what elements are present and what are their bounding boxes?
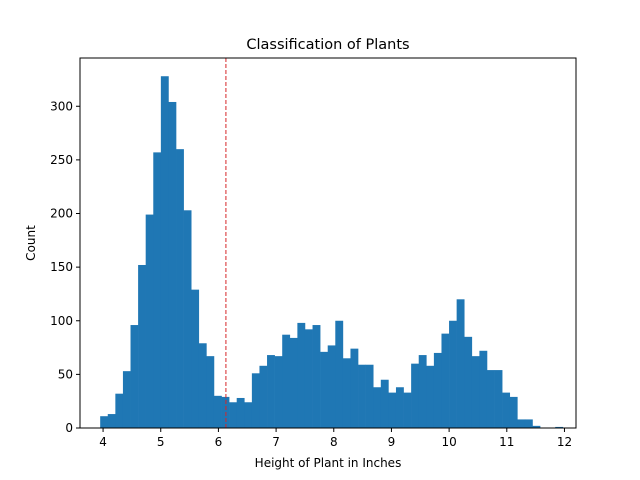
histogram-bar <box>251 373 260 428</box>
histogram-bar <box>464 336 473 428</box>
plot-frame <box>79 57 577 429</box>
histogram-bar <box>176 149 184 428</box>
x-tick-label: 5 <box>157 435 165 449</box>
histogram-bar <box>297 322 306 428</box>
histogram-bar <box>403 392 412 428</box>
x-tick-label: 6 <box>215 435 223 449</box>
y-tick-label: 250 <box>50 153 73 167</box>
histogram-bar <box>267 355 275 428</box>
x-tick-label: 9 <box>388 435 396 449</box>
histogram-bar <box>365 364 374 428</box>
histogram-bar <box>229 402 238 428</box>
histogram-bar <box>373 387 382 428</box>
y-tick-label: 0 <box>65 421 73 435</box>
histogram-bar <box>122 371 131 428</box>
histogram-bar <box>153 152 162 428</box>
histogram-bar <box>471 356 480 428</box>
histogram-bar <box>274 356 283 428</box>
histogram-bar <box>115 393 124 428</box>
x-tick-label: 12 <box>557 435 572 449</box>
histogram-bar <box>213 395 222 428</box>
x-tick-label: 8 <box>330 435 338 449</box>
histogram-bar <box>555 426 564 428</box>
histogram-bars <box>100 76 564 429</box>
histogram-bar <box>433 352 442 428</box>
histogram-bar <box>502 392 511 428</box>
histogram-bar <box>244 402 253 428</box>
histogram-bar <box>517 419 526 428</box>
histogram-bar <box>479 350 488 428</box>
histogram-bar <box>456 299 465 428</box>
histogram-bar <box>206 356 215 428</box>
histogram-bar <box>441 333 450 428</box>
histogram-bar <box>312 325 321 428</box>
histogram-bar <box>107 414 116 428</box>
histogram-bar <box>532 425 541 428</box>
histogram-bar <box>145 214 154 428</box>
histogram-bar <box>426 365 435 428</box>
histogram-bar <box>191 289 200 428</box>
histogram-bar <box>236 397 245 428</box>
y-tick-label: 100 <box>50 314 73 328</box>
histogram-bar <box>335 320 344 428</box>
x-axis-label: Height of Plant in Inches <box>255 456 402 470</box>
histogram-bar <box>304 329 313 428</box>
y-tick-label: 200 <box>50 207 73 221</box>
histogram-bar <box>395 387 404 428</box>
histogram-bar <box>289 337 298 428</box>
histogram-bar <box>486 370 495 428</box>
x-tick-label: 11 <box>499 435 514 449</box>
histogram-bar <box>320 351 329 428</box>
y-tick-label: 50 <box>58 367 73 381</box>
histogram-bar <box>259 365 268 428</box>
y-axis-ticks: 0 50 100 150 200 250 300 <box>50 99 80 435</box>
histogram-bar <box>358 364 366 428</box>
histogram-bar <box>198 343 207 428</box>
histogram-bar <box>138 264 146 428</box>
histogram-bar <box>418 355 427 428</box>
x-tick-label: 7 <box>272 435 280 449</box>
x-tick-label: 4 <box>99 435 107 449</box>
histogram-bar <box>524 419 533 428</box>
y-axis-label: Count <box>24 225 38 261</box>
histogram-bar <box>494 370 503 428</box>
histogram-bar <box>388 392 397 428</box>
histogram-bar <box>509 396 518 428</box>
histogram-bar <box>160 76 169 429</box>
histogram-bar <box>130 325 139 428</box>
histogram-bar <box>327 345 336 428</box>
histogram-bar <box>380 379 389 428</box>
histogram-bar <box>411 363 420 428</box>
histogram-bar <box>282 334 291 428</box>
histogram-bar <box>168 101 177 429</box>
histogram-bar <box>183 210 192 428</box>
histogram-bar <box>100 416 109 428</box>
y-tick-label: 300 <box>50 99 73 113</box>
histogram-bar <box>449 320 457 428</box>
chart-title: Classification of Plants <box>246 37 409 53</box>
x-axis-ticks: 4 5 6 7 8 9 10 11 12 <box>99 428 572 449</box>
x-tick-label: 10 <box>441 435 456 449</box>
histogram-bar <box>342 358 351 428</box>
histogram-bar <box>350 348 359 428</box>
y-tick-label: 150 <box>50 260 73 274</box>
